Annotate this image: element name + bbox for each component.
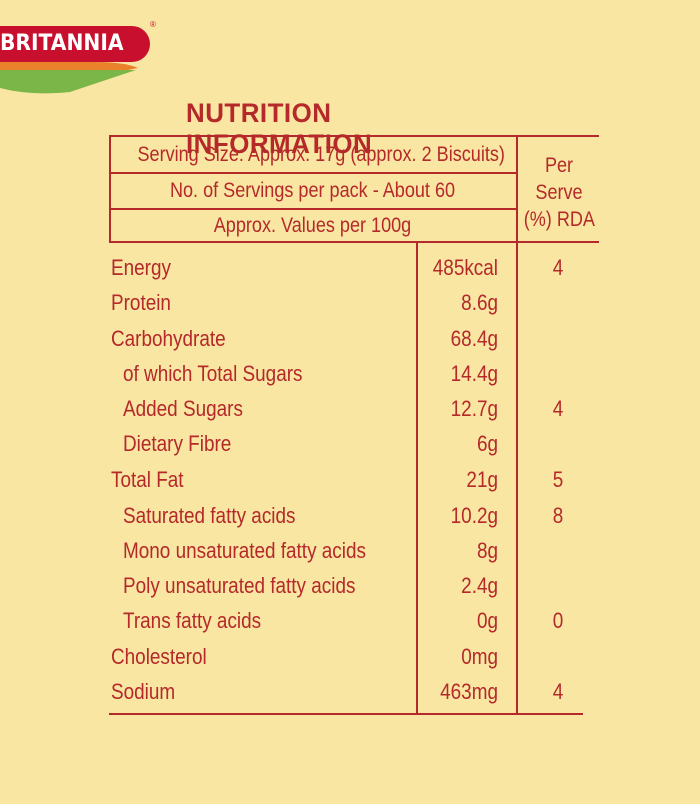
nutrient-name: Protein	[111, 290, 171, 315]
registered-mark: ®	[150, 20, 156, 29]
nutrient-name: Carbohydrate	[111, 326, 226, 351]
nutrient-value: 463mg	[440, 679, 498, 704]
nutrient-name: Mono unsaturated fatty acids	[123, 538, 366, 563]
nutrient-value: 0mg	[461, 644, 498, 669]
nutrient-value: 68.4g	[450, 326, 498, 351]
rule-serving	[109, 172, 517, 174]
nutrient-name: Saturated fatty acids	[123, 503, 296, 528]
nutrient-rda: 4	[552, 679, 564, 704]
nutrient-rda: 8	[552, 503, 564, 528]
nutrient-rda: 5	[552, 467, 564, 492]
nutrient-value: 8.6g	[461, 290, 498, 315]
rule-top	[109, 135, 599, 137]
rule-servings-pack	[109, 208, 517, 210]
nutrient-name: Cholesterol	[111, 644, 207, 669]
nutrient-value: 2.4g	[461, 573, 498, 598]
nutrient-value: 21g	[466, 467, 498, 492]
rule-rda-col	[516, 135, 518, 715]
panel-title: NUTRITION INFORMATION	[186, 98, 373, 159]
nutrient-value: 485kcal	[432, 255, 498, 280]
rda-header-line3: (%) RDA	[523, 208, 595, 231]
nutrient-name: Sodium	[111, 679, 176, 704]
nutrient-name: Total Fat	[111, 467, 184, 492]
nutrient-value: 6g	[476, 431, 498, 456]
serving-size-text: Serving Size: Approx. 17g (approx. 2 Bis…	[137, 143, 505, 166]
servings-per-pack-text: No. of Servings per pack - About 60	[169, 179, 456, 202]
brand-logo: BRITANNIA ®	[0, 18, 160, 94]
nutrient-rda: 4	[552, 255, 564, 280]
nutrient-value: 12.7g	[450, 396, 498, 421]
nutrient-name: Energy	[111, 255, 171, 280]
nutrient-name: Added Sugars	[123, 396, 243, 421]
logo-banner	[0, 26, 150, 62]
nutrient-value: 14.4g	[450, 361, 498, 386]
nutrient-rda: 4	[552, 396, 564, 421]
nutrient-name: Poly unsaturated fatty acids	[123, 573, 356, 598]
nutrient-name: of which Total Sugars	[123, 361, 303, 386]
nutrient-rda: 0	[552, 608, 564, 633]
nutrient-value: 0g	[476, 608, 498, 633]
nutrient-name: Dietary Fibre	[123, 431, 232, 456]
nutrient-name: Trans fatty acids	[123, 608, 262, 633]
values-per-text: Approx. Values per 100g	[213, 214, 412, 237]
rule-values-per	[109, 241, 599, 243]
rule-bottom	[109, 713, 583, 715]
brand-name: BRITANNIA	[0, 31, 124, 56]
rule-value-col	[416, 241, 418, 715]
nutrient-value: 10.2g	[450, 503, 498, 528]
rda-header-line1: Per	[544, 154, 574, 177]
rda-header-line2: Serve	[535, 181, 583, 204]
nutrient-value: 8g	[476, 538, 498, 563]
rule-left	[109, 135, 111, 243]
logo-swoosh-icon	[0, 62, 138, 94]
